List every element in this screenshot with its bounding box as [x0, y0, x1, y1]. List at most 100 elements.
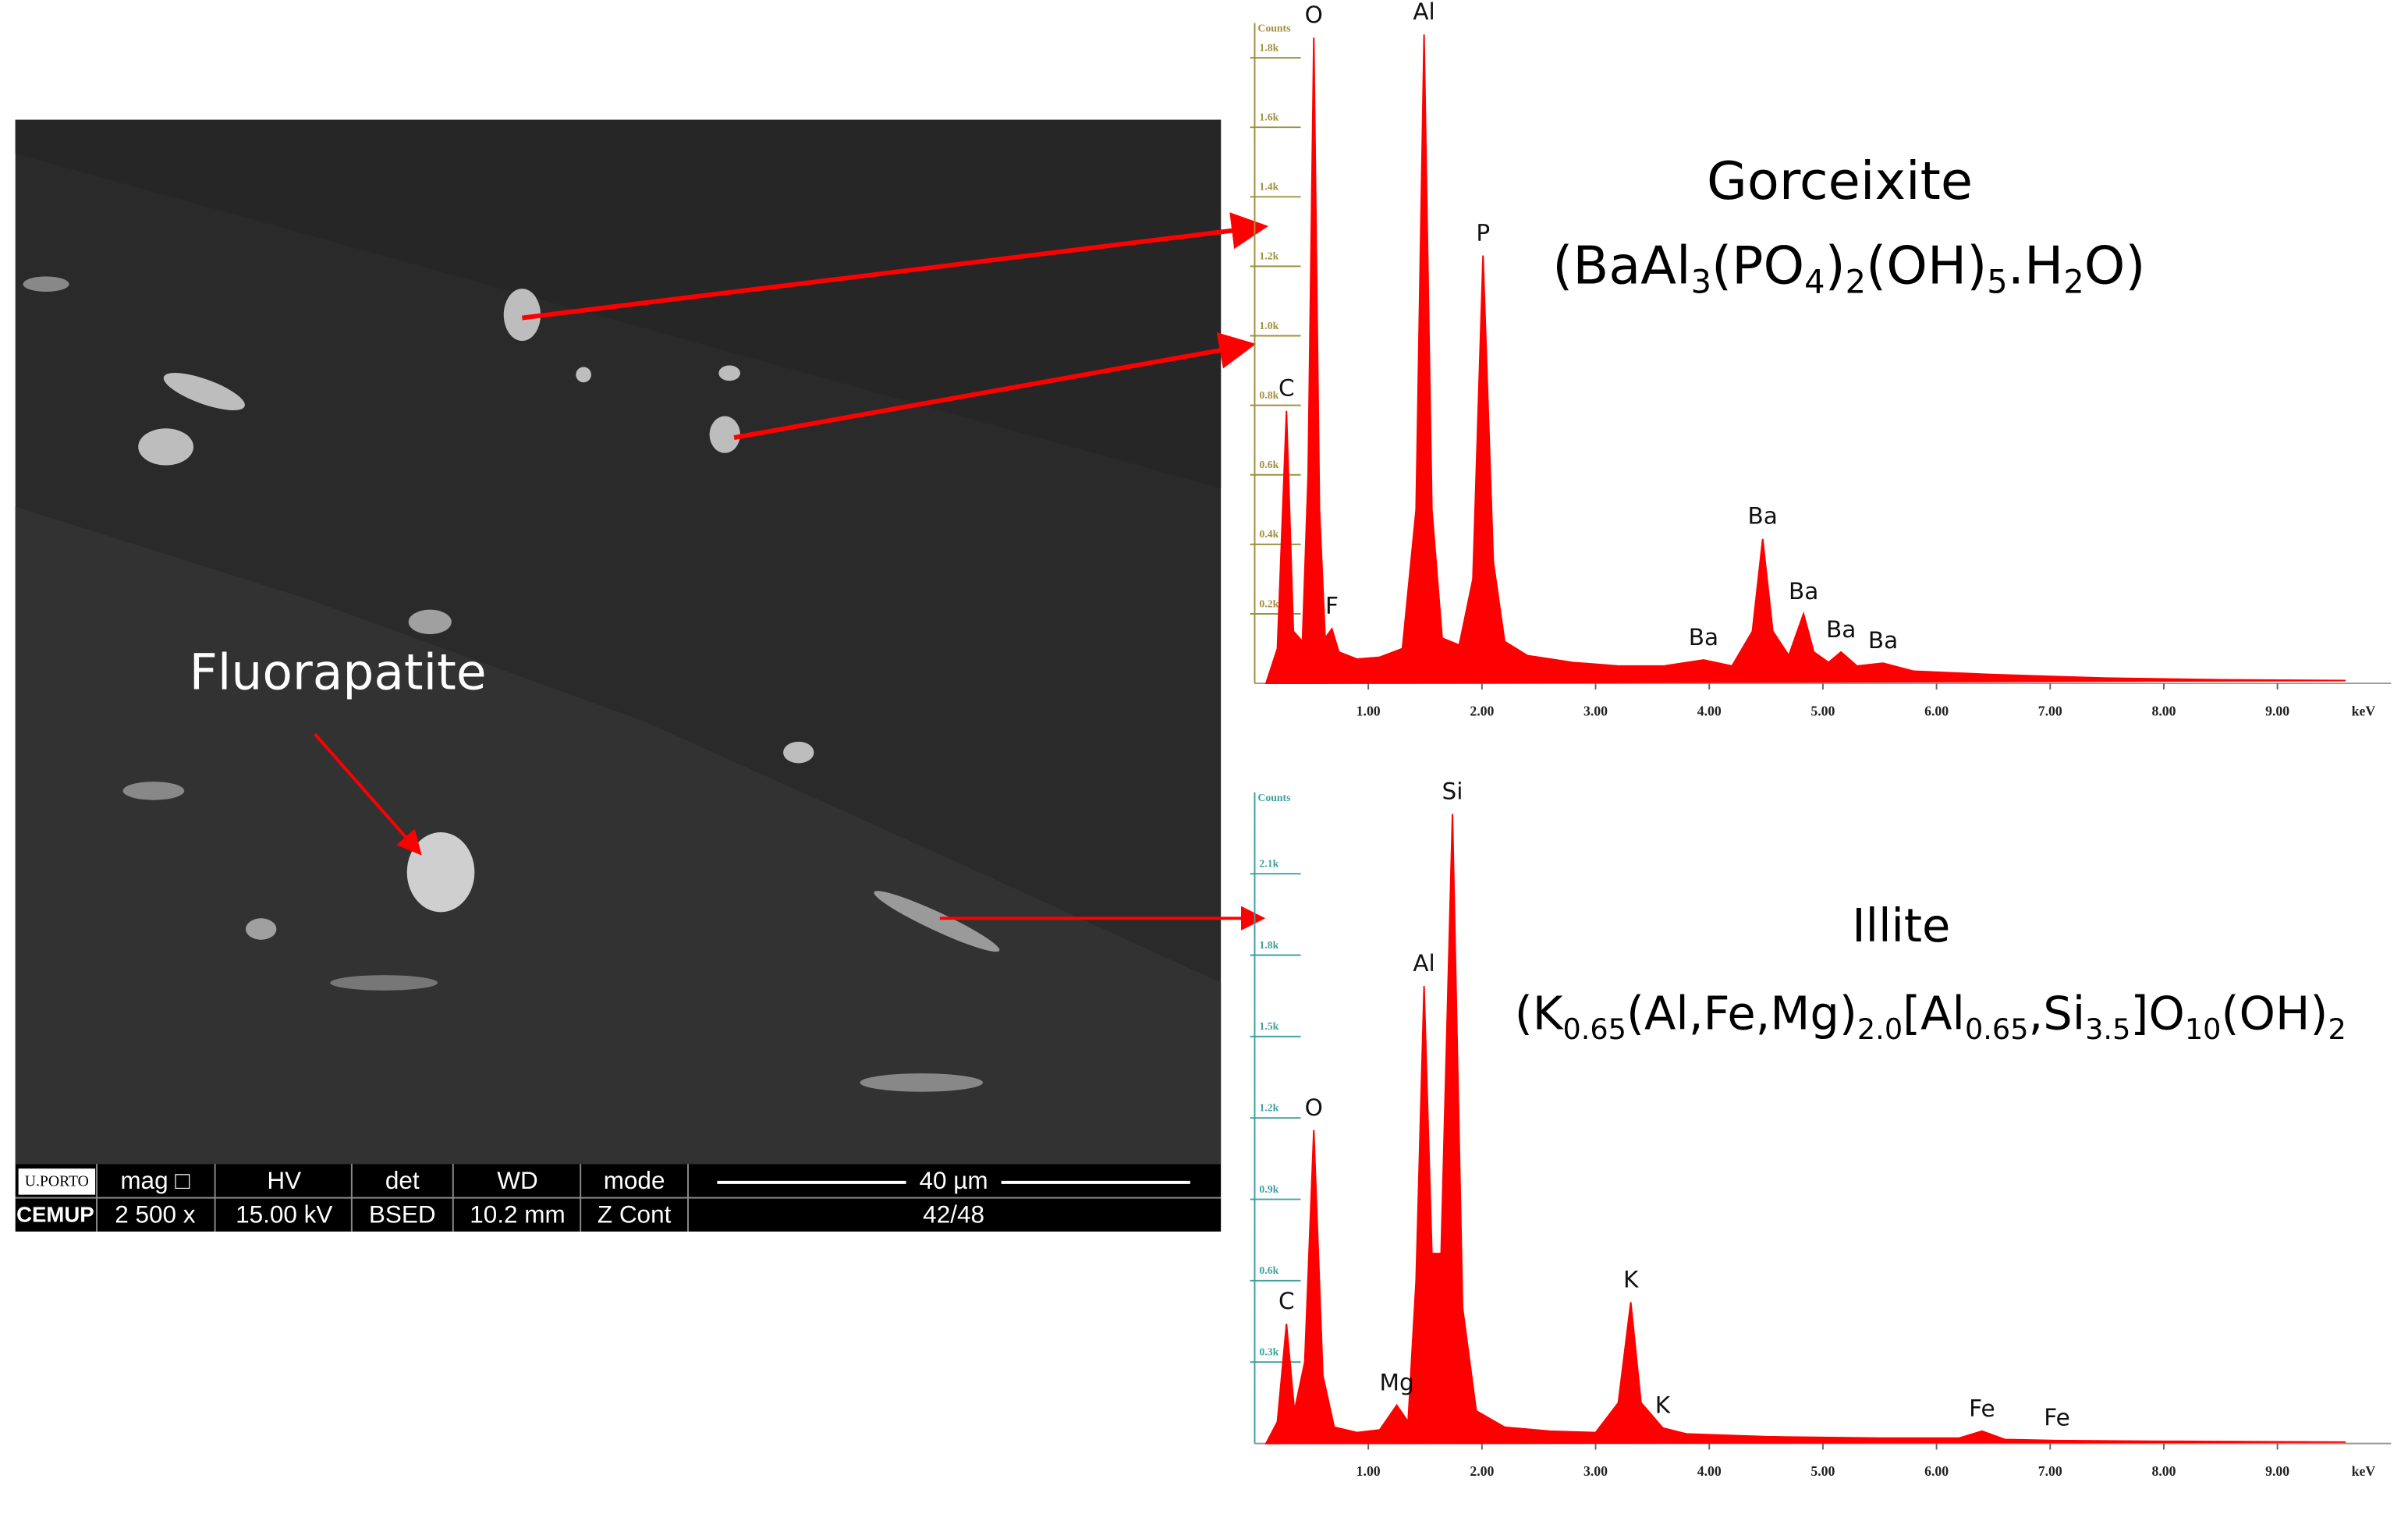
peak-label: F [1325, 593, 1339, 619]
y-tick-label: 1.5k [1259, 1020, 1278, 1032]
x-tick-label: 9.00 [2265, 704, 2289, 719]
info-value: BSED [369, 1200, 436, 1228]
peak-label: Al [1413, 950, 1435, 977]
peak-label: C [1278, 1288, 1295, 1314]
logo-bottom: CEMUP [16, 1202, 94, 1226]
peak-label: K [1623, 1266, 1639, 1292]
x-tick-label: 6.00 [1924, 704, 1949, 719]
formula-text: .H [2008, 235, 2064, 296]
x-tick-label: 5.00 [1810, 704, 1835, 719]
x-tick-label: 1.00 [1356, 704, 1381, 719]
mineral-name: Gorceixite [1707, 151, 1973, 211]
formula-subscript: 2.0 [1857, 1012, 1903, 1045]
logo-top: U.PORTO [25, 1172, 89, 1190]
info-header: HV [267, 1166, 301, 1194]
y-tick-label: 0.9k [1259, 1183, 1278, 1195]
info-value: 15.00 kV [236, 1200, 332, 1228]
x-tick-label: 9.00 [2265, 1463, 2289, 1479]
x-tick-label: 8.00 [2151, 1463, 2176, 1479]
formula-text: (Al,Fe,Mg) [1626, 986, 1857, 1040]
formula-text: [Al [1903, 986, 1965, 1040]
x-tick-label: 4.00 [1697, 704, 1722, 719]
x-tick-label: 8.00 [2151, 704, 2176, 719]
info-header: WD [497, 1166, 537, 1194]
info-header: det [385, 1166, 420, 1194]
x-tick-label: 7.00 [2038, 704, 2062, 719]
y-tick-label: 2.1k [1259, 858, 1278, 870]
x-tick-label: 2.00 [1470, 1463, 1494, 1479]
formula-text: ,Si [2028, 986, 2085, 1040]
y-tick-label: 0.8k [1259, 389, 1278, 401]
mineral-name: Illite [1852, 899, 1950, 952]
peak-label: Fe [2044, 1405, 2070, 1431]
info-value: 2 500 x [115, 1200, 196, 1228]
peak-label: K [1655, 1392, 1671, 1419]
y-tick-label: 0.3k [1259, 1346, 1278, 1358]
x-tick-label: 1.00 [1356, 1463, 1381, 1479]
formula-text: O) [2084, 235, 2146, 296]
fluorapatite-label: Fluorapatite [190, 644, 487, 700]
spectrum [1264, 814, 2346, 1445]
mineral-formula: (K0.65(Al,Fe,Mg)2.0[Al0.65,Si3.5]O10(OH)… [1515, 986, 2346, 1045]
peak-label: O [1305, 1094, 1323, 1121]
peak-label: P [1476, 220, 1490, 246]
formula-text: (OH) [2221, 986, 2328, 1040]
peak-label: Ba [1868, 627, 1898, 654]
formula-subscript: 5 [1987, 263, 2007, 301]
formula-text: (K [1515, 986, 1564, 1040]
peak-label: Fe [1969, 1395, 1995, 1422]
y-tick-label: 1.8k [1259, 41, 1278, 53]
x-axis-label: keV [2352, 1463, 2376, 1479]
info-header: mode [604, 1166, 665, 1194]
frame-label: 42/48 [923, 1200, 984, 1228]
formula-subscript: 0.65 [1965, 1012, 2029, 1045]
y-tick-label: 1.2k [1259, 250, 1278, 262]
formula-subscript: 3.5 [2085, 1012, 2130, 1045]
x-tick-label: 4.00 [1697, 1463, 1722, 1479]
peak-label: C [1278, 375, 1295, 402]
x-axis-label: keV [2352, 704, 2376, 719]
formula-text: ) [1825, 235, 1846, 296]
y-tick-label: 1.2k [1259, 1102, 1278, 1114]
y-tick-label: 0.2k [1259, 597, 1278, 609]
peak-label: Ba [1826, 616, 1856, 643]
mineral-formula: (BaAl3(PO4)2(OH)5.H2O) [1552, 235, 2145, 301]
y-tick-label: 0.4k [1259, 528, 1278, 540]
formula-subscript: 2 [2063, 263, 2084, 301]
formula-subscript: 0.65 [1562, 1012, 1626, 1045]
peak-label: Ba [1789, 578, 1818, 604]
peak-label: Mg [1379, 1369, 1413, 1395]
x-tick-label: 3.00 [1583, 1463, 1608, 1479]
peak-label: Al [1413, 0, 1435, 25]
x-tick-label: 6.00 [1924, 1463, 1949, 1479]
y-tick-label: 0.6k [1259, 459, 1278, 470]
arrows [314, 212, 1269, 931]
formula-subscript: 2 [1846, 263, 1866, 301]
x-tick-label: 3.00 [1583, 704, 1608, 719]
formula-subscript: 10 [2185, 1012, 2222, 1045]
y-tick-label: 1.8k [1259, 939, 1278, 951]
formula-text: (BaAl [1552, 235, 1690, 296]
y-axis-label: Counts [1257, 792, 1291, 803]
formula-subscript: 3 [1691, 263, 1711, 301]
x-tick-label: 7.00 [2038, 1463, 2062, 1479]
formula-subscript: 2 [2328, 1012, 2346, 1045]
formula-subscript: 4 [1804, 263, 1825, 301]
peak-label: Si [1442, 778, 1463, 805]
formula-text: (PO [1711, 235, 1804, 296]
x-tick-label: 5.00 [1810, 1463, 1835, 1479]
y-tick-label: 1.6k [1259, 112, 1278, 123]
scale-bar-label: 40 µm [920, 1166, 988, 1194]
sem-image: U.PORTO CEMUP 40 µm 42/48 Fluorapatite [15, 119, 1222, 1232]
spectrum [1264, 34, 2346, 685]
formula-text: ]O [2130, 986, 2185, 1040]
y-tick-label: 0.6k [1259, 1264, 1278, 1276]
info-value: Z Cont [598, 1200, 672, 1228]
y-tick-label: 1.0k [1259, 320, 1278, 332]
x-tick-label: 2.00 [1470, 704, 1494, 719]
formula-text: (OH) [1866, 235, 1987, 296]
peak-label: Ba [1748, 503, 1778, 530]
info-header: mag □ [120, 1166, 190, 1194]
peak-label: Ba [1689, 624, 1718, 651]
